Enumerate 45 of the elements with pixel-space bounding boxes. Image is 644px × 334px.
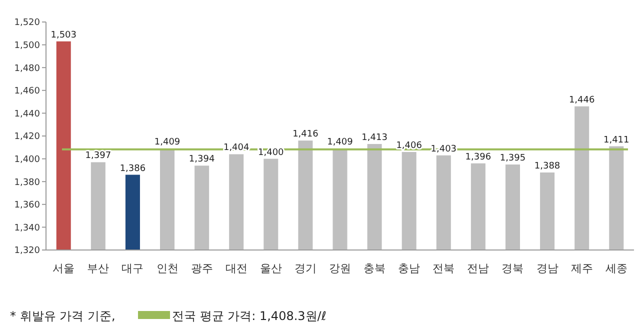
data-label: 1,400: [258, 148, 284, 158]
y-tick-label: 1,400: [14, 154, 40, 165]
data-label: 1,446: [568, 95, 595, 106]
data-label: 1,409: [327, 138, 354, 148]
x-tick-label: 대구: [122, 262, 144, 275]
x-tick-label: 경남: [536, 262, 558, 275]
data-label: 1,406: [396, 140, 422, 151]
x-tick-label: 경북: [502, 262, 524, 275]
x-tick-label: 인천: [156, 262, 178, 275]
x-tick-label: 충북: [364, 262, 386, 275]
y-tick-label: 1,420: [14, 132, 40, 142]
x-tick-label: 광주: [190, 262, 213, 275]
data-label: 1,388: [534, 161, 560, 172]
data-label: 1,386: [120, 164, 146, 174]
data-label: 1,397: [85, 151, 112, 162]
data-label: 1,411: [604, 135, 630, 146]
x-tick-label: 전남: [467, 262, 490, 275]
data-label: 1,395: [500, 154, 526, 164]
x-tick-label: 강원: [329, 262, 351, 275]
y-tick-label: 1,340: [14, 223, 40, 234]
x-tick-label: 서울: [52, 262, 75, 275]
data-label: 1,396: [465, 152, 492, 162]
data-label: 1,413: [362, 132, 388, 143]
y-tick-label: 1,500: [14, 40, 40, 51]
x-tick-label: 경기: [294, 262, 316, 275]
y-tick-label: 1,360: [14, 200, 40, 211]
y-tick-label: 1,380: [14, 178, 40, 188]
x-tick-label: 전북: [432, 262, 455, 275]
x-tick-label: 충남: [398, 262, 420, 275]
x-tick-label: 제주: [570, 262, 593, 275]
legend-label: 전국 평균 가격: 1,408.3원/ℓ: [172, 309, 326, 323]
y-tick-label: 1,320: [14, 246, 40, 256]
x-tick-label: 부산: [87, 262, 110, 275]
y-tick-label: 1,480: [14, 64, 40, 74]
y-tick-label: 1,520: [14, 18, 40, 28]
y-tick-label: 1,460: [14, 86, 40, 97]
data-label: 1,409: [154, 138, 180, 148]
data-label: 1,416: [292, 130, 319, 140]
x-tick-label: 울산: [260, 262, 282, 275]
data-label: 1,394: [188, 154, 215, 165]
y-tick-label: 1,440: [14, 109, 40, 120]
text: * 휘발유 가격 기준,: [10, 309, 116, 323]
x-tick-label: 대전: [225, 262, 248, 275]
x-tick-label: 세종: [605, 262, 628, 275]
data-label: 1,503: [50, 30, 76, 40]
